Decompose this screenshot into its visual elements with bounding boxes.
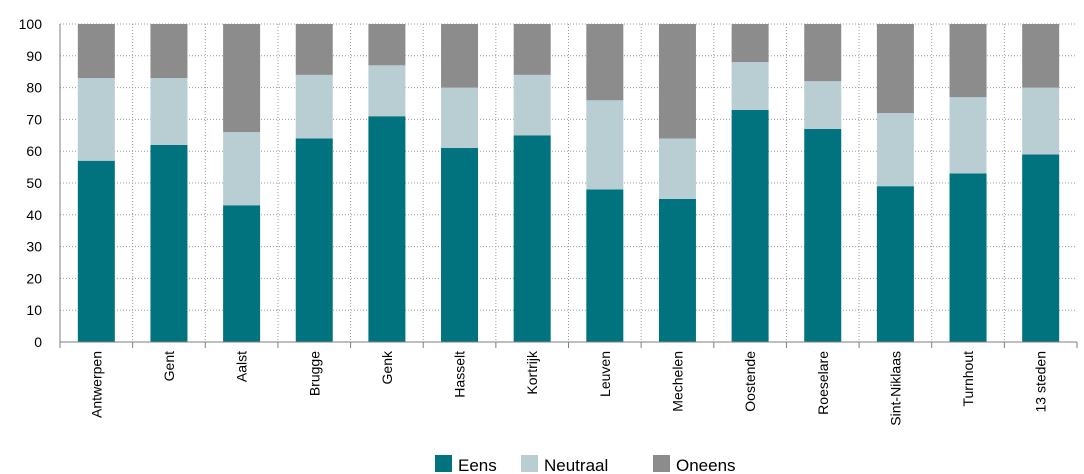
y-tick-label: 30 (26, 239, 42, 255)
bar-oneens-genk (368, 24, 406, 66)
bar-neutraal-hasselt (441, 87, 479, 149)
bar-oneens-turnhout (949, 24, 987, 98)
bar-neutraal-oostende (731, 62, 769, 110)
axes (59, 24, 1078, 348)
x-tick-label: Turnhout (960, 351, 976, 407)
bar-neutraal-leuven (586, 100, 624, 190)
bar-eens-kortrijk (513, 135, 551, 342)
y-tick-label: 70 (26, 111, 42, 127)
bar-neutraal-kortrijk (513, 74, 551, 136)
bar-neutraal-brugge (295, 74, 333, 139)
y-tick-label: 20 (26, 270, 42, 286)
legend-swatch-neutraal (521, 455, 538, 472)
x-tick-label: Roeselare (815, 351, 831, 415)
legend-swatch-oneens (653, 455, 670, 472)
bar-neutraal-13-steden (1022, 87, 1060, 155)
bar-neutraal-genk (368, 65, 406, 117)
bar-eens-gent (150, 144, 188, 342)
bar-oneens-hasselt (441, 24, 479, 88)
grid-lines (60, 23, 1077, 342)
bar-neutraal-gent (150, 78, 188, 145)
bar-neutraal-turnhout (949, 97, 987, 174)
bar-eens-sint-niklaas (876, 186, 914, 342)
bar-neutraal-sint-niklaas (876, 113, 914, 187)
bar-eens-mechelen (658, 198, 696, 342)
bar-oneens-leuven (586, 24, 624, 101)
bar-eens-hasselt (441, 148, 479, 342)
bar-eens-aalst (223, 205, 261, 342)
bar-neutraal-antwerpen (77, 78, 115, 161)
y-tick-label: 0 (34, 334, 42, 350)
y-axis-tick-labels: 0 10 20 30 40 50 60 70 80 90 100 (19, 16, 43, 350)
bar-eens-13-steden (1022, 154, 1060, 342)
bar-oneens-mechelen (658, 24, 696, 139)
legend-label-oneens: Oneens (676, 456, 736, 474)
legend-swatch-eens (435, 455, 452, 472)
bar-eens-leuven (586, 189, 624, 342)
bar-oneens-gent (150, 24, 188, 79)
y-tick-label: 100 (19, 16, 43, 32)
x-tick-label: Gent (161, 351, 177, 381)
bar-eens-oostende (731, 109, 769, 342)
x-tick-label: Kortrijk (524, 350, 540, 395)
x-tick-label: Brugge (306, 351, 322, 396)
bar-eens-genk (368, 116, 406, 342)
x-tick-label: Antwerpen (88, 351, 104, 418)
y-tick-label: 40 (26, 207, 42, 223)
y-tick-label: 60 (26, 143, 42, 159)
y-tick-label: 90 (26, 48, 42, 64)
x-tick-label: Oostende (742, 351, 758, 412)
bar-eens-turnhout (949, 173, 987, 342)
bar-oneens-13-steden (1022, 24, 1060, 88)
x-tick-label: Leuven (597, 351, 613, 397)
x-tick-label: Hasselt (452, 351, 468, 398)
x-tick-label: Sint-Niklaas (887, 351, 903, 426)
x-tick-label: Aalst (234, 351, 250, 382)
y-tick-label: 80 (26, 80, 42, 96)
bar-oneens-aalst (223, 24, 261, 133)
x-tick-label: 13 steden (1033, 351, 1049, 413)
x-tick-label: Genk (379, 350, 395, 384)
bar-eens-brugge (295, 138, 333, 342)
x-axis-tick-labels: Antwerpen Gent Aalst Brugge Genk Hasselt Kortr… (88, 350, 1048, 426)
bar-oneens-sint-niklaas (876, 24, 914, 114)
bar-oneens-roeselare (804, 24, 842, 82)
bars (77, 24, 1060, 342)
bar-eens-antwerpen (77, 160, 115, 342)
y-tick-label: 10 (26, 302, 42, 318)
bar-oneens-oostende (731, 24, 769, 63)
x-tick-label: Mechelen (669, 351, 685, 412)
bar-oneens-brugge (295, 24, 333, 75)
bar-neutraal-aalst (223, 132, 261, 206)
bar-oneens-antwerpen (77, 24, 115, 79)
bar-neutraal-mechelen (658, 138, 696, 199)
legend: Eens Neutraal Oneens (435, 455, 736, 474)
bar-eens-roeselare (804, 128, 842, 342)
bar-neutraal-roeselare (804, 81, 842, 129)
bar-oneens-kortrijk (513, 24, 551, 75)
y-tick-label: 50 (26, 175, 42, 191)
legend-label-eens: Eens (458, 456, 497, 474)
legend-label-neutraal: Neutraal (544, 456, 608, 474)
